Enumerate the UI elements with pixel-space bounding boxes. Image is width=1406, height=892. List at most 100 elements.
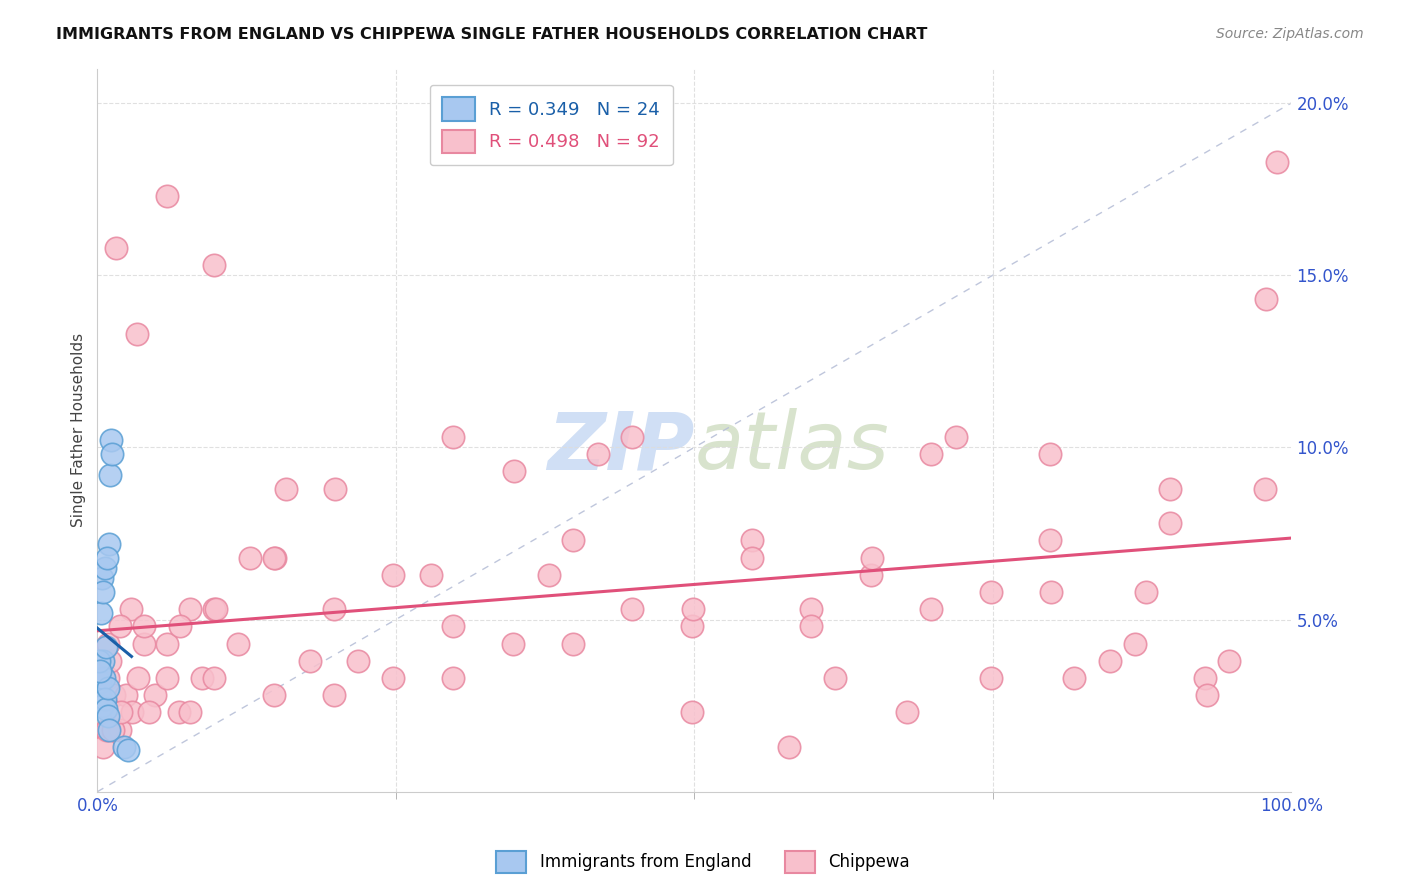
Point xyxy=(143,688,166,702)
Point xyxy=(441,671,464,685)
Point xyxy=(155,189,177,203)
Point xyxy=(127,671,149,685)
Point xyxy=(263,688,285,702)
Point xyxy=(1063,671,1085,685)
Point xyxy=(191,671,214,685)
Point xyxy=(98,723,121,737)
Point xyxy=(91,739,114,754)
Point xyxy=(239,550,262,565)
Point xyxy=(167,706,190,720)
Point xyxy=(682,602,704,616)
Point xyxy=(382,671,405,685)
Point xyxy=(132,637,155,651)
Point xyxy=(741,533,763,548)
Point xyxy=(800,602,823,616)
Point xyxy=(1218,654,1240,668)
Point xyxy=(112,739,135,754)
Point xyxy=(90,698,112,713)
Point xyxy=(94,691,117,706)
Point xyxy=(103,688,125,702)
Point xyxy=(110,706,132,720)
Point xyxy=(1039,533,1062,548)
Point xyxy=(132,619,155,633)
Point xyxy=(920,602,942,616)
Point xyxy=(98,467,121,482)
Point xyxy=(1195,688,1218,702)
Point xyxy=(155,637,177,651)
Point xyxy=(382,567,405,582)
Point xyxy=(87,654,110,668)
Point xyxy=(980,585,1002,599)
Point xyxy=(121,706,143,720)
Point xyxy=(824,671,846,685)
Point xyxy=(322,688,344,702)
Point xyxy=(91,571,114,585)
Point xyxy=(800,619,823,633)
Point xyxy=(896,706,918,720)
Point xyxy=(97,671,120,685)
Text: ZIP: ZIP xyxy=(547,409,695,486)
Point xyxy=(90,606,112,620)
Point xyxy=(125,326,148,341)
Point xyxy=(91,585,114,599)
Point xyxy=(117,743,139,757)
Point xyxy=(96,681,118,696)
Point xyxy=(91,671,114,685)
Point xyxy=(226,637,249,651)
Text: IMMIGRANTS FROM ENGLAND VS CHIPPEWA SINGLE FATHER HOUSEHOLDS CORRELATION CHART: IMMIGRANTS FROM ENGLAND VS CHIPPEWA SING… xyxy=(56,27,928,42)
Point xyxy=(1159,482,1181,496)
Point xyxy=(860,567,883,582)
Point xyxy=(202,671,225,685)
Point xyxy=(502,637,524,651)
Point xyxy=(96,550,118,565)
Point xyxy=(101,723,124,737)
Point xyxy=(561,533,583,548)
Legend: Immigrants from England, Chippewa: Immigrants from England, Chippewa xyxy=(489,845,917,880)
Point xyxy=(155,671,177,685)
Point xyxy=(681,706,703,720)
Point xyxy=(97,709,120,723)
Point xyxy=(89,664,111,678)
Point xyxy=(101,447,124,461)
Point xyxy=(89,688,111,702)
Point xyxy=(94,640,117,654)
Point xyxy=(920,447,942,461)
Point xyxy=(274,482,297,496)
Point xyxy=(97,537,120,551)
Point xyxy=(1194,671,1216,685)
Y-axis label: Single Father Households: Single Father Households xyxy=(72,333,86,527)
Point xyxy=(503,465,526,479)
Point xyxy=(419,567,441,582)
Point xyxy=(441,430,464,444)
Legend: R = 0.349   N = 24, R = 0.498   N = 92: R = 0.349 N = 24, R = 0.498 N = 92 xyxy=(430,85,672,166)
Point xyxy=(115,688,138,702)
Point xyxy=(179,706,201,720)
Point xyxy=(94,723,117,737)
Point xyxy=(621,602,644,616)
Point xyxy=(1123,637,1146,651)
Point xyxy=(96,723,118,737)
Point xyxy=(322,602,344,616)
Point xyxy=(138,706,160,720)
Point xyxy=(179,602,201,616)
Point xyxy=(96,702,118,716)
Point xyxy=(105,241,128,255)
Point xyxy=(621,430,644,444)
Point xyxy=(561,637,583,651)
Point xyxy=(1039,447,1062,461)
Point xyxy=(1254,482,1277,496)
Point xyxy=(89,674,111,689)
Point xyxy=(1040,585,1063,599)
Point xyxy=(108,619,131,633)
Point xyxy=(537,567,560,582)
Text: Source: ZipAtlas.com: Source: ZipAtlas.com xyxy=(1216,27,1364,41)
Point xyxy=(741,550,763,565)
Point xyxy=(346,654,368,668)
Point xyxy=(441,619,464,633)
Point xyxy=(1256,292,1278,306)
Point xyxy=(1135,585,1157,599)
Point xyxy=(91,654,114,668)
Text: atlas: atlas xyxy=(695,409,889,486)
Point xyxy=(298,654,321,668)
Point xyxy=(681,619,703,633)
